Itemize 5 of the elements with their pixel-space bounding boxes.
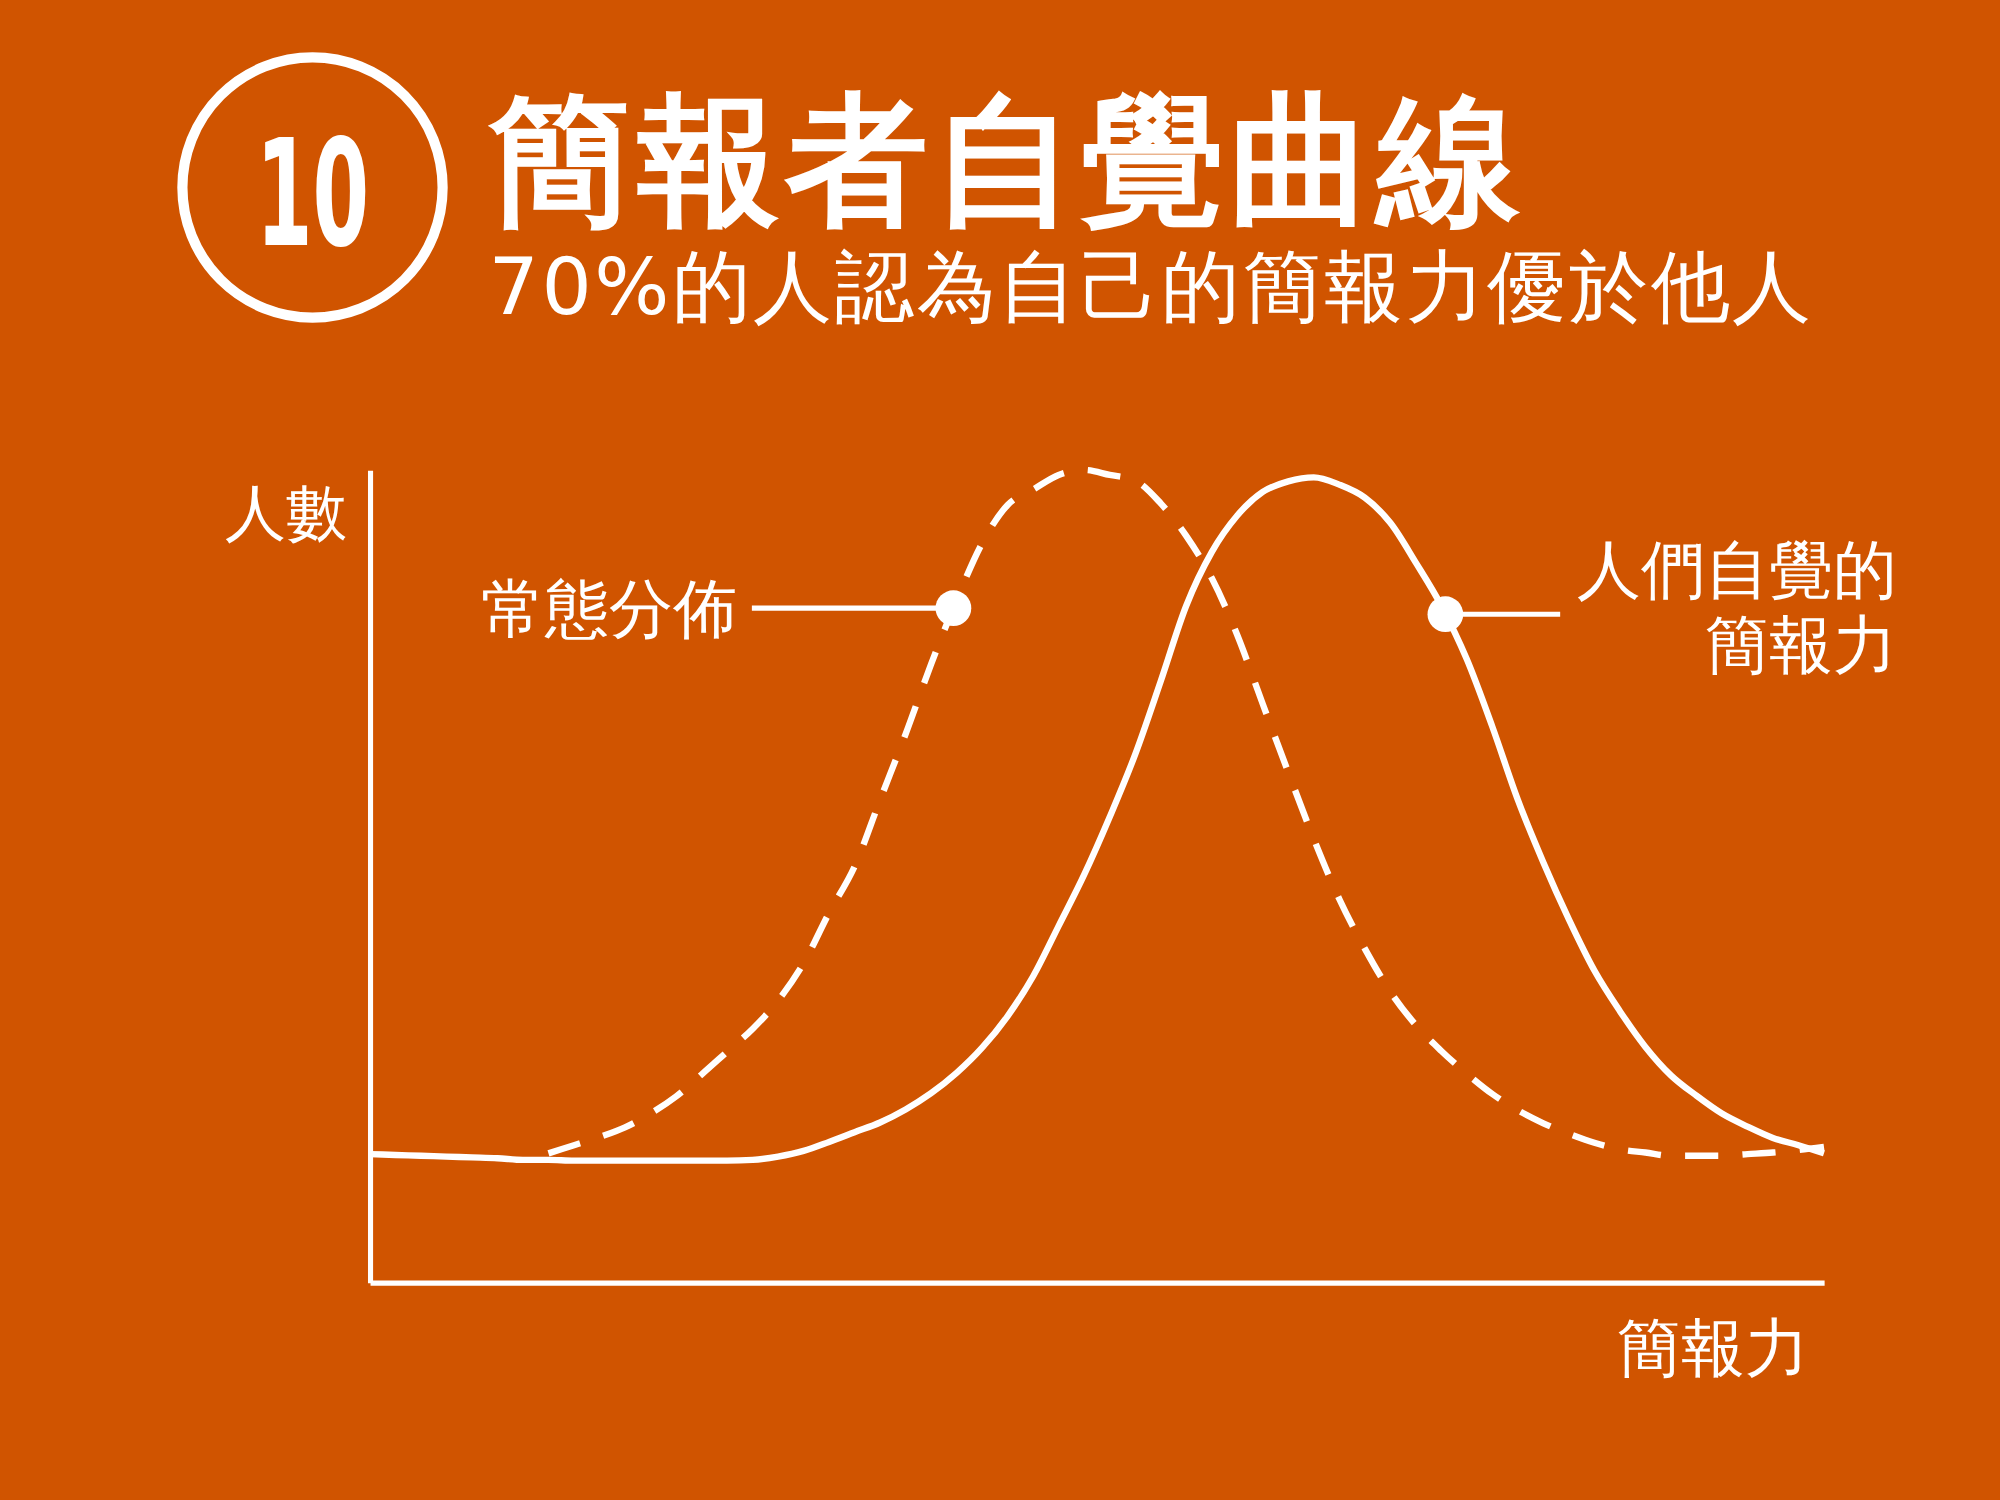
y-axis-title: 人數 [224, 477, 347, 549]
legend-label: 人們自覺的簡報力 [1576, 532, 1897, 683]
x-axis-title: 簡報力 [1616, 1310, 1809, 1385]
text: 常態分佈 [480, 572, 737, 647]
text: 10 [255, 107, 370, 280]
